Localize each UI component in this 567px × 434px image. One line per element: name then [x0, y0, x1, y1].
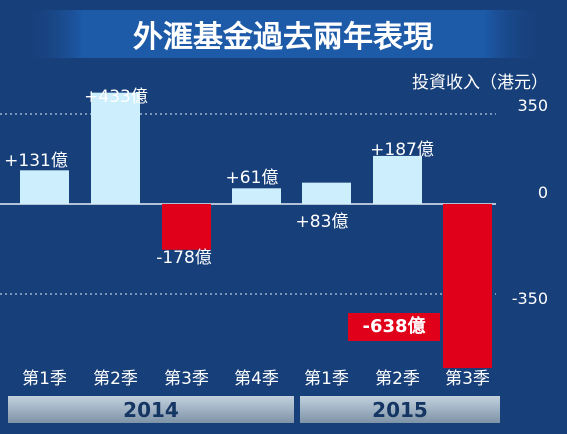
bar-2 [162, 204, 211, 250]
bars [20, 92, 492, 369]
year-label-1: 2015 [372, 398, 428, 422]
category-label-2: 第3季 [164, 369, 209, 389]
category-labels: 第1季 第2季 第3季 第4季 第1季 第2季 第3季 [22, 369, 490, 389]
bar-0 [20, 170, 69, 204]
year-band-0 [8, 396, 294, 423]
data-label-6: -638億 [362, 315, 425, 337]
year-label-0: 2014 [123, 398, 179, 422]
data-label-1: +433億 [84, 87, 148, 107]
data-label-bg-6 [348, 313, 440, 341]
bar-6 [443, 204, 492, 369]
title-band [20, 10, 547, 58]
y-tick-label-0: 350 [517, 96, 548, 115]
data-label-4: +83億 [296, 212, 349, 232]
data-label-2: -178億 [156, 248, 212, 268]
y-axis-label: 投資收入（港元） [412, 73, 548, 93]
y-tick-label-2: -350 [512, 289, 548, 308]
y-tick-labels: 350 0 -350 [512, 96, 548, 308]
category-label-1: 第2季 [93, 369, 138, 389]
bar-4 [302, 182, 351, 204]
bar-5 [373, 155, 422, 204]
year-band-1 [300, 396, 500, 423]
year-bands: 2014 2015 [8, 396, 500, 423]
category-label-0: 第1季 [22, 369, 67, 389]
bar-3 [232, 188, 281, 204]
category-label-3: 第4季 [234, 369, 279, 389]
category-label-5: 第2季 [375, 369, 420, 389]
data-label-3: +61億 [226, 168, 279, 188]
chart-title: 外滙基金過去兩年表現 [133, 20, 433, 55]
category-label-4: 第1季 [304, 369, 349, 389]
data-labels: +131億 +433億 -178億 +61億 +83億 +187億 -638億 [4, 87, 440, 341]
category-label-6: 第3季 [445, 369, 490, 389]
data-label-5: +187億 [370, 140, 434, 160]
y-tick-label-1: 0 [538, 183, 548, 202]
data-label-0: +131億 [4, 151, 68, 171]
bar-1 [91, 92, 140, 204]
